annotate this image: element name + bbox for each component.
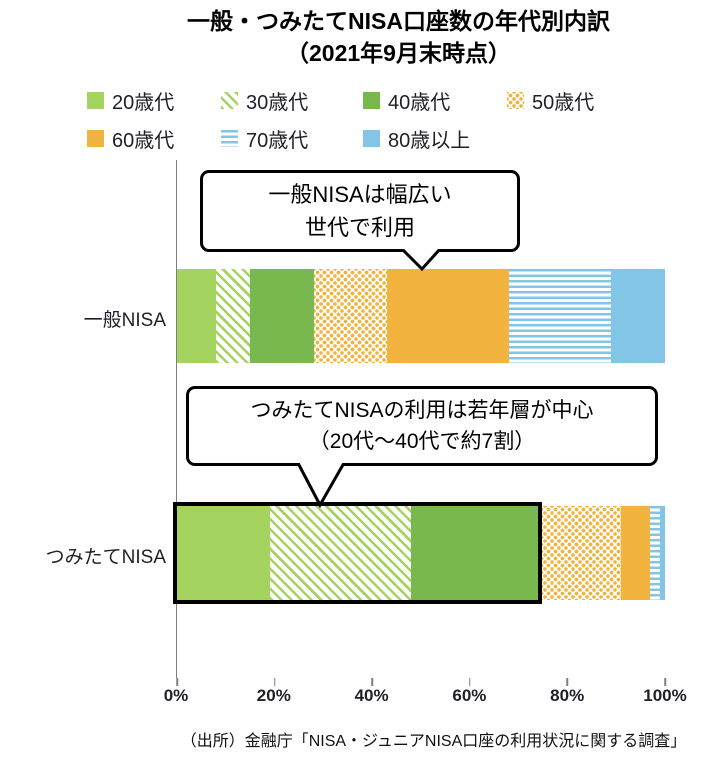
callout-tsumitate-nisa: つみたてNISAの利用は若年層が中心 （20代～40代で約7割）: [186, 386, 658, 466]
legend-label: 50歳代: [532, 92, 595, 114]
x-tick-label-0%: 0%: [163, 686, 189, 705]
category-label-ippan-nisa: 一般NISA: [83, 310, 166, 331]
x-tick-mark: [273, 678, 276, 686]
legend-swatch: [363, 130, 380, 147]
legend-label: 40歳代: [388, 92, 451, 114]
legend-swatch: [221, 130, 238, 147]
legend-item-70歳代: 70歳代: [221, 124, 363, 153]
callout-ippan-line2: 世代で利用: [304, 215, 415, 240]
x-tick-mark: [371, 678, 373, 686]
bar-1-segment-40歳代: [411, 506, 539, 600]
legend-label: 20歳代: [112, 92, 175, 114]
legend-item-80歳以上: 80歳以上: [363, 124, 507, 153]
chart-title: 一般・つみたてNISA口座数の年代別内訳 （2021年9月末時点）: [80, 5, 717, 69]
legend-label: 70歳代: [246, 130, 309, 152]
bar-0: [177, 269, 665, 363]
bar-1-segment-30歳代: [269, 506, 412, 600]
chart-title-line2: （2021年9月末時点）: [286, 40, 511, 66]
bar-0-segment-40歳代: [250, 269, 314, 363]
plot-area: [173, 160, 666, 686]
legend-swatch: [507, 92, 524, 109]
callout-tsumitate-line1: つみたてNISAの利用は若年層が中心: [250, 398, 594, 422]
bar-0-segment-60歳代: [386, 269, 509, 363]
x-axis-labels: 0% 20% 40% 60% 80% 100%: [164, 686, 687, 708]
bar-0-segment-50歳代: [313, 269, 387, 363]
callout-ippan-line1: 一般NISAは幅広い: [268, 182, 452, 207]
source-note: （出所）金融庁「NISA・ジュニアNISA口座の利用状況に関する調査」: [180, 733, 687, 750]
x-tick-mark: [566, 678, 569, 686]
bar-0-segment-30歳代: [216, 269, 251, 363]
x-tick-label-60%: 60%: [452, 686, 487, 705]
bar-0-segment-80歳以上: [611, 269, 665, 363]
callout-tsumitate-line2: （20代～40代で約7割）: [308, 430, 536, 453]
legend-item-30歳代: 30歳代: [221, 86, 363, 115]
bar-1-segment-70歳代: [650, 506, 661, 600]
callout-tail-ippan: [400, 249, 442, 272]
legend-swatch: [87, 130, 104, 147]
x-tick-mark: [176, 678, 178, 686]
bar-1-segment-50歳代: [538, 506, 622, 600]
legend-item-60歳代: 60歳代: [87, 124, 221, 153]
bar-1-segment-80歳以上: [660, 506, 665, 600]
legend-swatch: [221, 92, 238, 109]
x-tick-label-100%: 100%: [643, 686, 687, 705]
legend-item-40歳代: 40歳代: [363, 86, 507, 115]
legend-label: 80歳以上: [388, 130, 471, 152]
x-tick-label-20%: 20%: [256, 686, 291, 705]
x-tick-label-80%: 80%: [550, 686, 585, 705]
legend-label: 30歳代: [246, 92, 309, 114]
category-label-tsumitate-nisa: つみたてNISA: [45, 547, 166, 568]
legend-item-20歳代: 20歳代: [87, 86, 221, 115]
legend-label: 60歳代: [112, 130, 175, 152]
x-tick-mark: [664, 678, 666, 686]
bar-0-segment-20歳代: [177, 269, 217, 363]
bar-1-segment-60歳代: [621, 506, 651, 600]
bar-0-segment-70歳代: [508, 269, 612, 363]
x-tick-label-40%: 40%: [354, 686, 389, 705]
callout-ippan-nisa: 一般NISAは幅広い 世代で利用: [200, 170, 520, 252]
legend-swatch: [363, 92, 380, 109]
callout-tail-tsumitate: [296, 463, 346, 508]
chart-title-line1: 一般・つみたてNISA口座数の年代別内訳: [187, 8, 610, 34]
legend: 20歳代 30歳代 40歳代 50歳代 60歳代 70歳代 80歳以上: [87, 86, 594, 153]
x-tick-mark: [469, 678, 471, 686]
legend-swatch: [87, 92, 104, 109]
bar-1: [177, 506, 665, 600]
highlight-rect: [173, 502, 543, 604]
bar-1-segment-20歳代: [177, 506, 270, 600]
legend-item-50歳代: 50歳代: [507, 86, 594, 115]
